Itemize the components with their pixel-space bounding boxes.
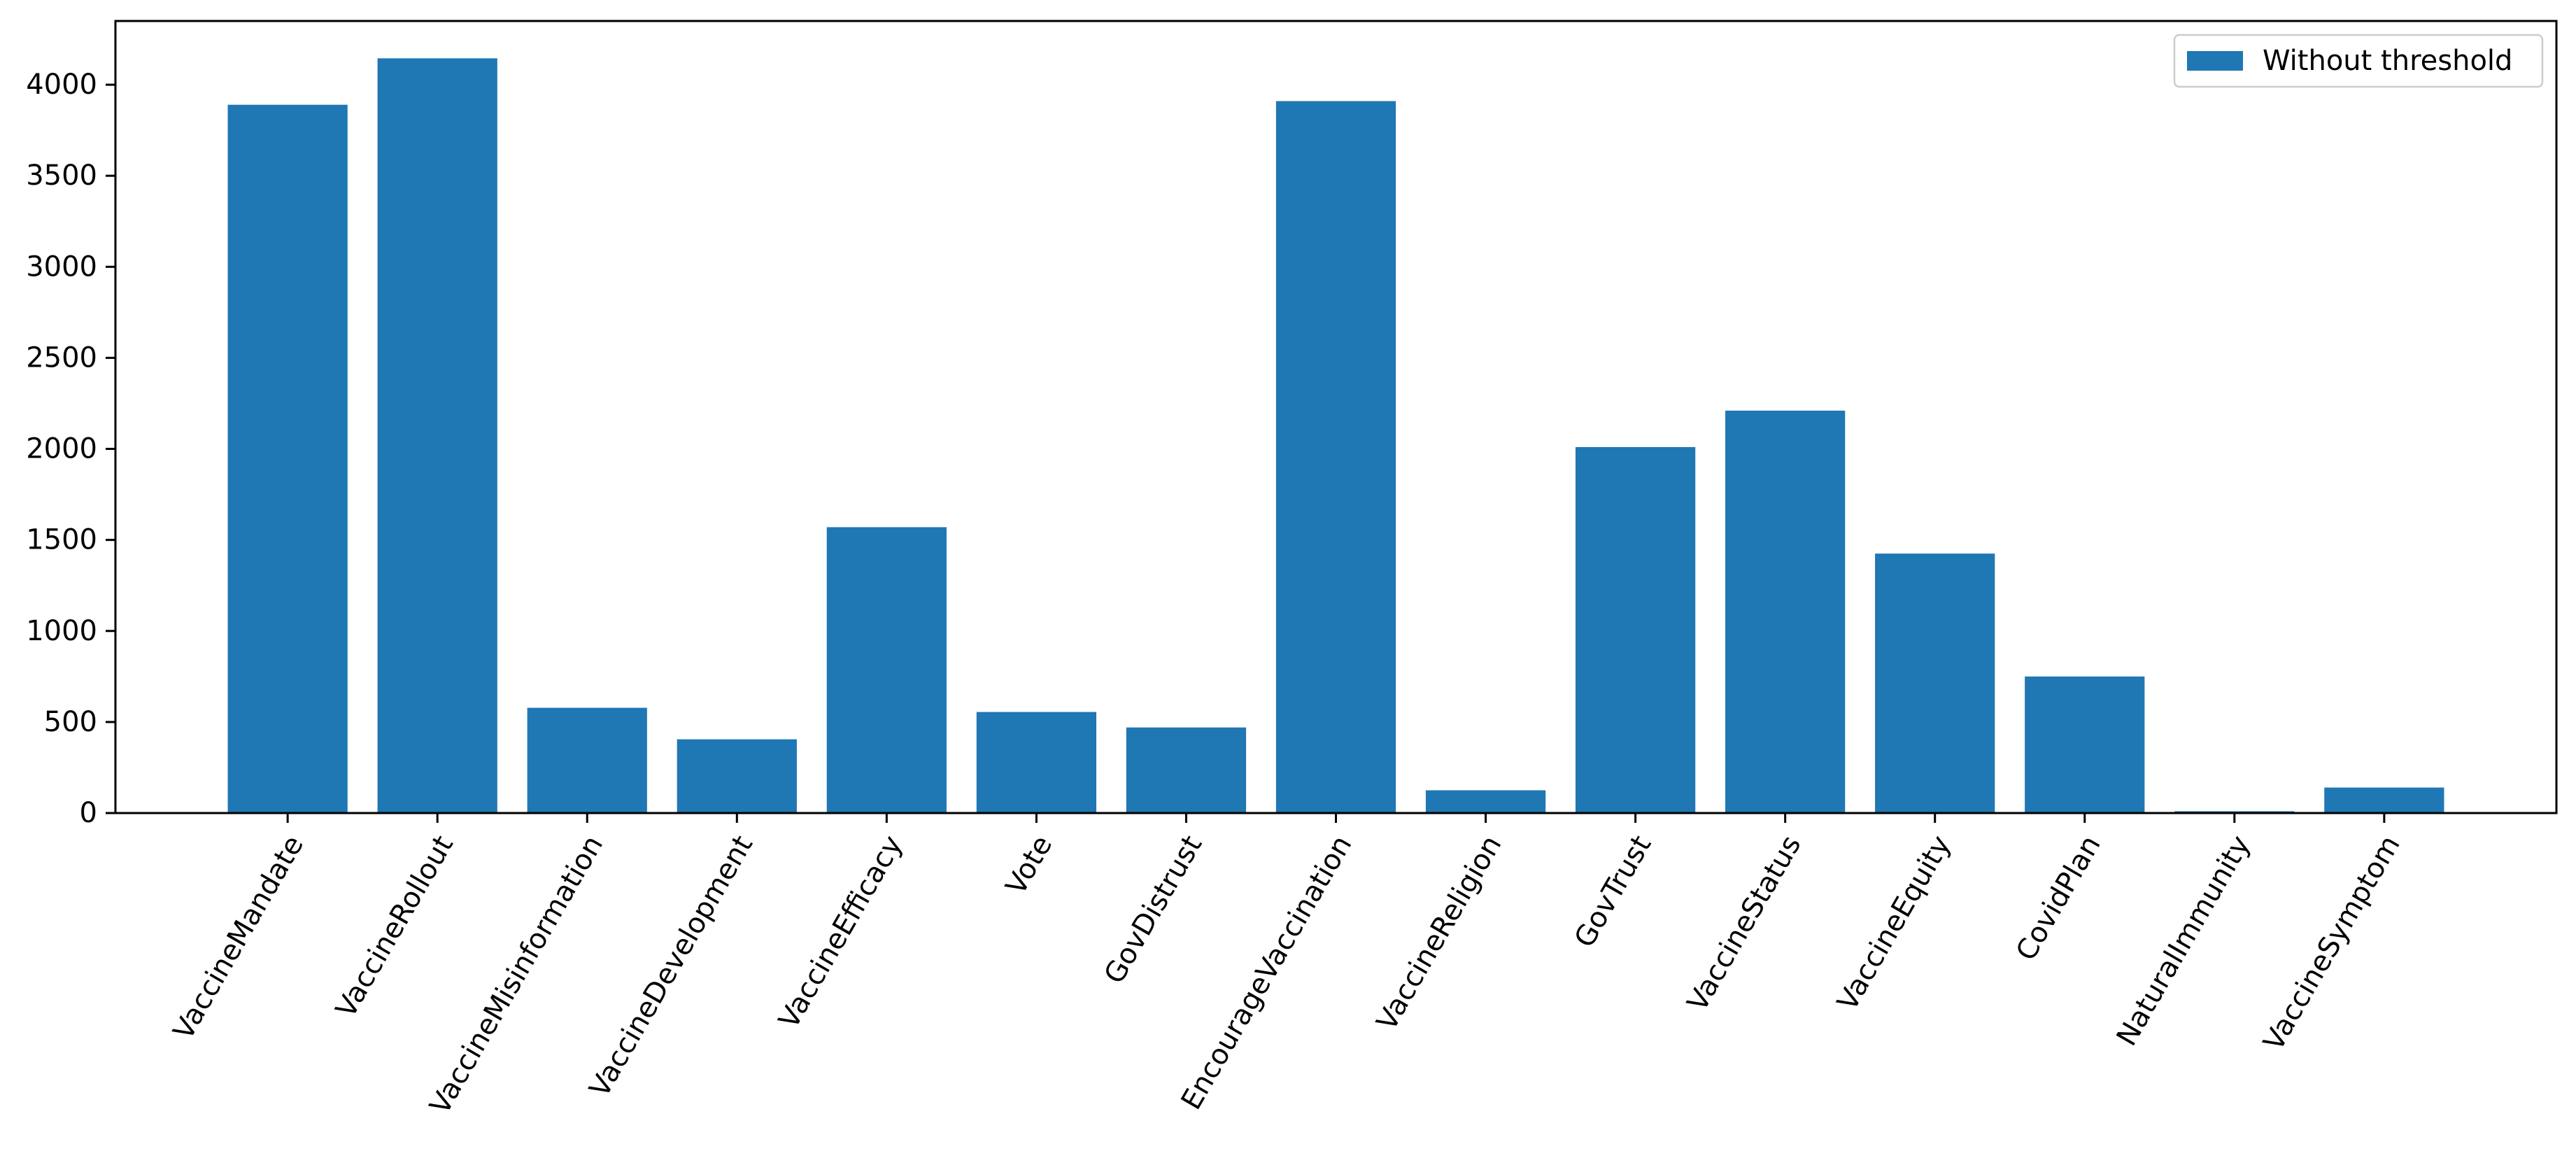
bar-encouragevaccination <box>1275 101 1396 813</box>
y-tick-label: 2000 <box>26 433 97 465</box>
bar-vaccinemandate <box>227 104 348 813</box>
legend-box <box>2173 34 2544 88</box>
y-tick-label: 4000 <box>26 69 97 101</box>
y-tick-label: 1500 <box>26 524 97 556</box>
legend-swatch <box>2187 51 2243 71</box>
bar-vote <box>976 712 1097 813</box>
y-tick-label: 1000 <box>26 615 97 647</box>
bar-govdistrust <box>1126 727 1247 813</box>
plot-frame <box>114 20 2558 814</box>
bar-vaccineequity <box>1875 553 1995 813</box>
y-axis: 0 500 1000 1500 2000 2500 3000 3500 4000 <box>26 69 115 829</box>
bar-vaccinestatus <box>1725 410 1846 813</box>
bar-vaccineefficacy <box>826 527 947 813</box>
bar-vaccinedevelopment <box>677 739 797 813</box>
bar-vaccinemisinformation <box>527 707 647 813</box>
y-tick-label: 2500 <box>26 341 97 374</box>
bar-vaccinesymptom <box>2324 787 2444 813</box>
bar-series <box>227 58 2444 813</box>
bar-vaccinerollout <box>377 58 497 813</box>
legend: Without threshold <box>2173 34 2544 88</box>
bar-vaccinereligion <box>1425 790 1546 813</box>
y-tick-label: 500 <box>44 706 97 738</box>
y-tick-label: 0 <box>80 797 97 829</box>
y-tick-label: 3000 <box>26 250 97 283</box>
bar-govtrust <box>1575 446 1696 813</box>
bar-covidplan <box>2025 676 2145 813</box>
y-tick-label: 3500 <box>26 160 97 192</box>
legend-label: Without threshold <box>2263 45 2512 77</box>
